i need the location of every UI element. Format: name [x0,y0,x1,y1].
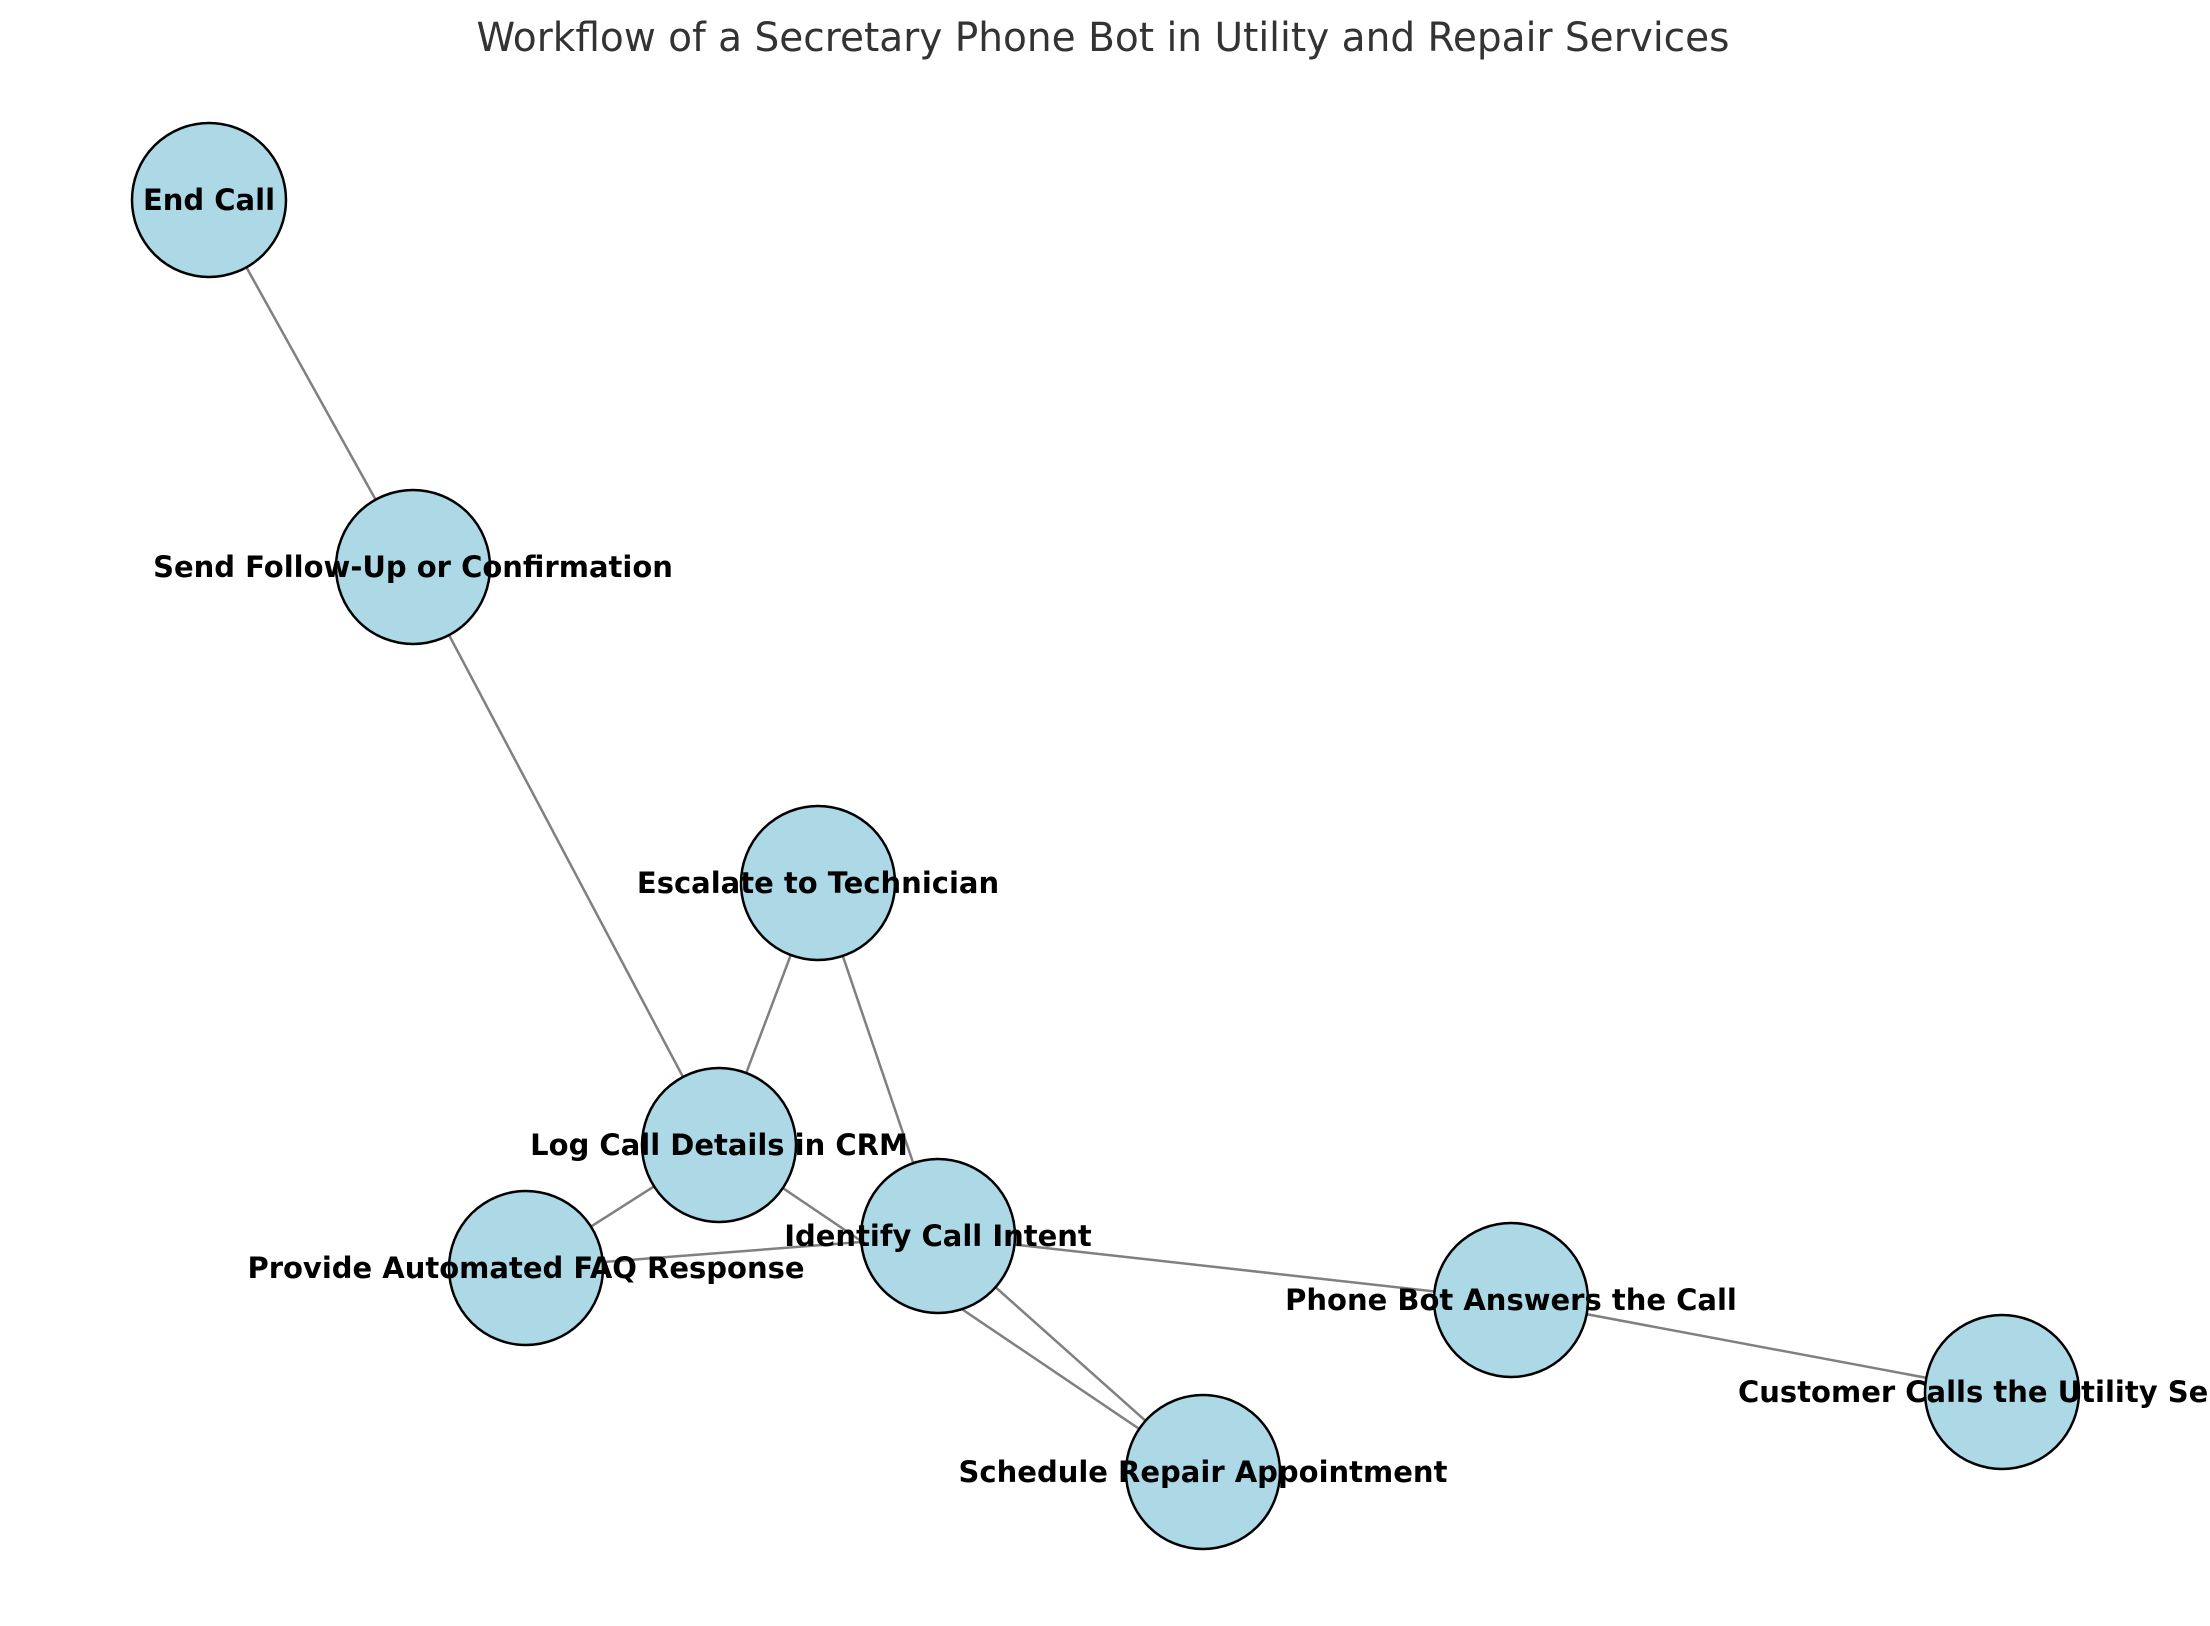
node-label-escalate-technician: Escalate to Technician [637,866,999,900]
node-phone-bot [1432,1221,1590,1379]
node-label-schedule-repair: Schedule Repair Appointment [959,1455,1448,1489]
edge-send-followup-log-crm [411,566,721,1146]
edge-phone-bot-customer-call [1510,1298,2003,1394]
node-label-send-followup: Send Follow-Up or Confirmation [153,550,673,584]
node-label-end-call: End Call [143,183,275,217]
nodes-layer [130,121,2081,1551]
node-escalate-technician [739,804,897,962]
node-label-customer-call: Customer Calls the Utility Se [1738,1375,2208,1409]
node-identify-intent [859,1157,1017,1315]
node-send-followup [334,488,492,646]
node-label-faq-response: Provide Automated FAQ Response [247,1251,804,1285]
node-end-call [130,121,288,279]
node-customer-call [1923,1313,2081,1471]
node-schedule-repair [1124,1393,1282,1551]
figure-title: Workflow of a Secretary Phone Bot in Uti… [477,15,1730,61]
node-label-log-crm: Log Call Details in CRM [530,1128,908,1162]
node-log-crm [640,1066,798,1224]
node-label-identify-intent: Identify Call Intent [784,1219,1092,1253]
edge-identify-intent-phone-bot [937,1234,1512,1302]
node-label-phone-bot: Phone Bot Answers the Call [1285,1283,1737,1317]
labels-layer: End Call Send Follow-Up or Confirmation Es… [143,183,2208,1489]
node-faq-response [447,1189,605,1347]
